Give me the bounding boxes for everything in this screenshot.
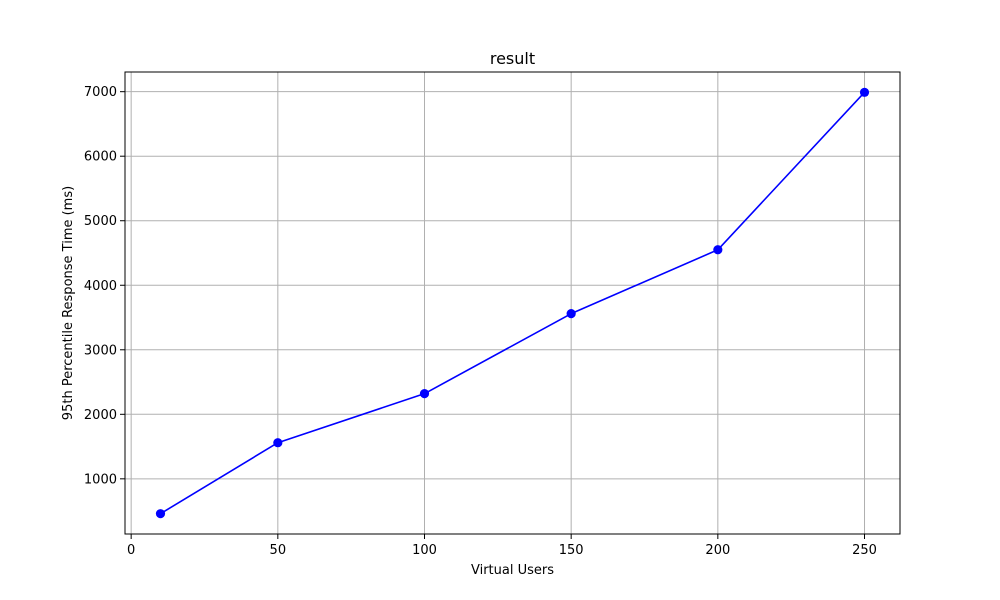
y-tick-label: 1000 [84, 472, 117, 487]
x-tick-label: 0 [127, 543, 135, 558]
y-axis-label: 95th Percentile Response Time (ms) [61, 186, 76, 420]
y-tick-label: 2000 [84, 408, 117, 423]
y-tick-label: 7000 [84, 85, 117, 100]
y-tick-label: 5000 [84, 214, 117, 229]
x-tick-label: 250 [852, 543, 877, 558]
x-tick-label: 50 [270, 543, 287, 558]
y-tick-label: 4000 [84, 279, 117, 294]
series-line [160, 91, 866, 515]
x-axis-label: Virtual Users [471, 563, 554, 578]
x-tick-label: 150 [559, 543, 584, 558]
x-tick-label: 100 [412, 543, 437, 558]
ticks: 0 50 100 150 200 250 1000 2000 3000 4000 5000 6000 7… [84, 85, 877, 558]
chart-title: result [490, 49, 535, 68]
data-point [155, 509, 166, 519]
series-layer [155, 87, 870, 519]
x-tick-label: 200 [705, 543, 730, 558]
data-point [566, 309, 576, 319]
data-point [713, 245, 723, 255]
grid-lines [125, 72, 900, 534]
data-point [273, 438, 283, 448]
data-point [419, 389, 430, 399]
data-point [859, 87, 870, 97]
plot-frame [124, 71, 901, 535]
y-tick-label: 3000 [84, 343, 117, 358]
y-tick-label: 6000 [84, 150, 117, 165]
